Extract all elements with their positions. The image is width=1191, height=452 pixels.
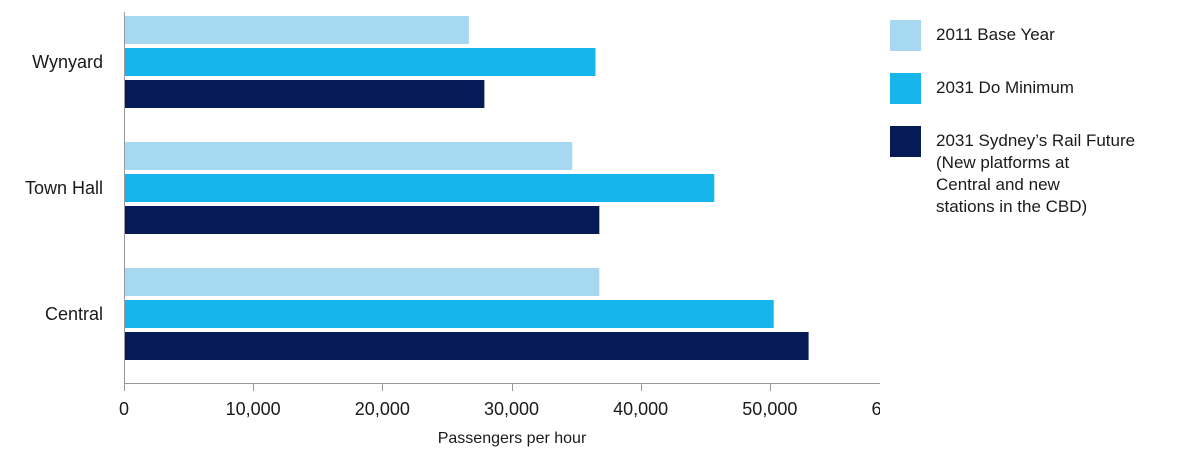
- x-tick-label: 10,000: [226, 399, 281, 419]
- bar-central-series-2: [125, 332, 809, 360]
- bar-wynyard-series-2: [125, 80, 485, 108]
- bar-town-hall-series-2: [125, 206, 600, 234]
- bar-group: [125, 16, 809, 360]
- bar-central-series-0: [125, 268, 600, 296]
- legend-label-2: 2031 Sydney’s Rail Future (New platforms…: [936, 131, 1136, 216]
- x-axis-title: Passengers per hour: [438, 430, 587, 447]
- bar-wynyard-series-0: [125, 16, 469, 44]
- x-tick-label: 30,000: [484, 399, 539, 419]
- x-tick-label: 20,000: [355, 399, 410, 419]
- legend-label-0: 2011 Base Year: [936, 25, 1055, 44]
- legend-label-1: 2031 Do Minimum: [936, 78, 1074, 97]
- bar-chart: 0 10,000 20,000 30,000 40,000 50,000 60,000 Wy…: [25, 12, 880, 447]
- category-labels: Wynyard Town Hall Central: [25, 52, 103, 324]
- bar-town-hall-series-0: [125, 142, 573, 170]
- bar-town-hall-series-1: [125, 174, 715, 202]
- legend-item-0: 2011 Base Year: [890, 20, 1190, 51]
- x-tick-label: 50,000: [742, 399, 797, 419]
- category-label-wynyard: Wynyard: [32, 52, 103, 72]
- x-ticks: 0 10,000 20,000 30,000 40,000 50,000 60,000: [119, 383, 880, 419]
- legend-swatch-1: [890, 73, 921, 104]
- x-tick-label: 40,000: [613, 399, 668, 419]
- x-tick-label: 60,000: [871, 399, 880, 419]
- legend-swatch-0: [890, 20, 921, 51]
- legend-swatch-2: [890, 126, 921, 157]
- bar-wynyard-series-1: [125, 48, 596, 76]
- bar-central-series-1: [125, 300, 774, 328]
- legend-item-1: 2031 Do Minimum: [890, 73, 1190, 104]
- category-label-central: Central: [45, 304, 103, 324]
- legend-item-2: 2031 Sydney’s Rail Future (New platforms…: [890, 126, 1190, 218]
- x-tick-label: 0: [119, 399, 129, 419]
- category-label-town-hall: Town Hall: [25, 178, 103, 198]
- legend: 2011 Base Year 2031 Do Minimum 2031 Sydn…: [890, 20, 1190, 240]
